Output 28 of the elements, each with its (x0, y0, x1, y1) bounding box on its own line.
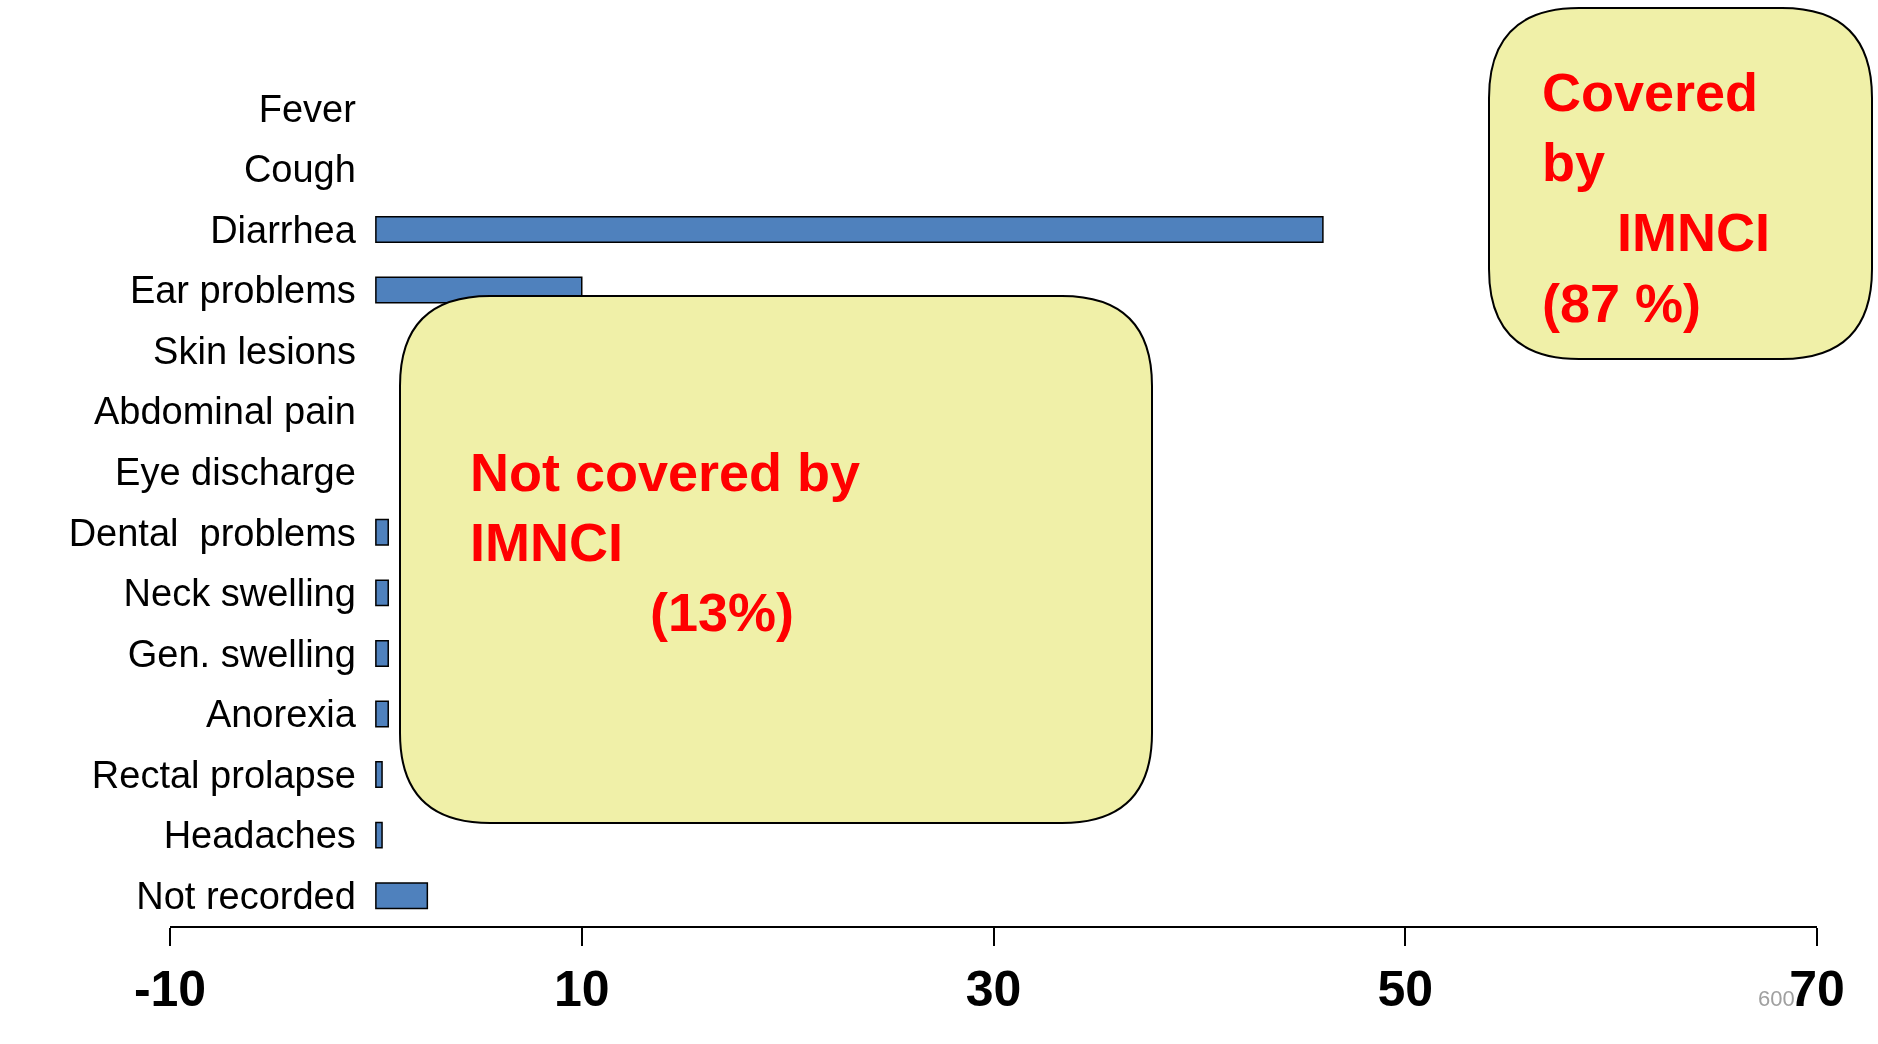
annotation: Covered by IMNCI (87 %) (1542, 62, 1770, 333)
bar (375, 882, 429, 910)
y-tick-label: Neck swelling (123, 572, 356, 615)
x-tick-label: 50 (1377, 961, 1434, 1017)
y-tick-label: Skin lesions (153, 329, 356, 372)
x-tick-label: 10 (553, 961, 610, 1017)
bar (375, 215, 1324, 243)
y-tick-label: Ear problems (129, 269, 356, 312)
bar (375, 639, 389, 667)
y-tick-label: Not recorded (136, 875, 356, 918)
y-tick-label: Dental problems (68, 511, 356, 554)
y-tick-label: Rectal prolapse (91, 753, 356, 796)
y-tick-label: Headaches (163, 814, 356, 857)
bar (375, 579, 389, 607)
y-tick-label: Cough (243, 148, 356, 191)
bar (375, 700, 389, 728)
y-tick-label: Diarrhea (210, 208, 357, 251)
bar (375, 518, 389, 546)
x-tick-label: 30 (965, 961, 1022, 1017)
y-tick-label: Fever (258, 87, 357, 130)
x-tick-label: -10 (133, 961, 207, 1017)
bar (375, 761, 383, 789)
y-tick-label: Abdominal pain (93, 390, 356, 433)
annotation: Not covered by IMNCI (13%) (470, 442, 861, 643)
y-tick-label: Anorexia (205, 693, 357, 736)
y-tick-label: Gen. swelling (127, 632, 356, 675)
y-tick-label: Eye discharge (115, 451, 356, 494)
bar (375, 821, 383, 849)
